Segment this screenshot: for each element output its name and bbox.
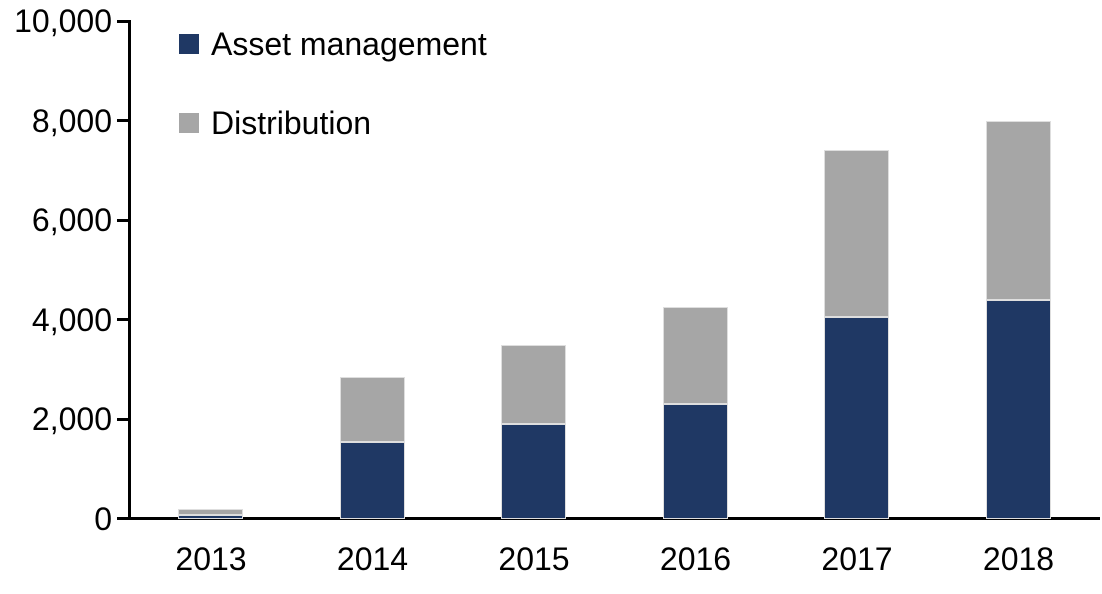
bar-segment-asset-management-2017: [824, 317, 890, 519]
y-axis-label: 4,000: [31, 301, 112, 338]
bar-2018: [985, 120, 1051, 519]
bar-segment-asset-management-2016: [662, 404, 728, 519]
bar-2015: [501, 344, 567, 519]
legend-item-distribution: Distribution: [179, 105, 487, 141]
bar-2013: [178, 509, 244, 519]
y-axis-label: 2,000: [31, 401, 112, 438]
x-axis-label-2016: 2016: [659, 541, 732, 577]
y-axis-label: 0: [94, 501, 112, 537]
bar-segment-asset-management-2018: [985, 299, 1051, 519]
bar-segment-distribution-2013: [178, 509, 244, 515]
bar-segment-asset-management-2013: [178, 515, 244, 519]
bar-2017: [824, 150, 890, 519]
legend-item-asset-management: Asset management: [179, 26, 487, 62]
distribution-swatch-icon: [179, 113, 199, 133]
y-axis-tick: [117, 19, 129, 23]
legend-label: Distribution: [211, 105, 372, 141]
bar-segment-distribution-2018: [985, 120, 1051, 300]
bar-segment-distribution-2015: [501, 344, 567, 425]
y-axis-tick: [117, 417, 129, 421]
x-axis-baseline: [117, 517, 1100, 520]
x-axis-label-2013: 2013: [175, 541, 247, 577]
bar-segment-asset-management-2014: [339, 441, 405, 519]
x-axis-label-2015: 2015: [498, 541, 570, 577]
legend-label: Asset management: [211, 26, 487, 62]
bar-segment-distribution-2014: [339, 377, 405, 442]
x-axis-label-2017: 2017: [821, 541, 893, 577]
y-axis-tick: [117, 318, 129, 322]
y-axis-line: [128, 20, 131, 520]
y-axis-tick: [117, 119, 129, 123]
bar-segment-distribution-2017: [824, 150, 890, 318]
x-axis-label-2018: 2018: [982, 541, 1055, 577]
y-axis-label: 10,000: [14, 3, 112, 39]
y-axis-tick: [117, 218, 129, 222]
bar-2014: [339, 377, 405, 519]
bar-segment-distribution-2016: [662, 307, 728, 405]
x-axis-label-2014: 2014: [336, 541, 409, 577]
bar-2016: [662, 307, 728, 519]
asset-management-swatch-icon: [179, 34, 199, 54]
y-axis-label: 6,000: [31, 202, 112, 239]
chart-legend: Asset management Distribution: [179, 26, 487, 184]
bar-segment-asset-management-2015: [501, 424, 567, 519]
y-axis-label: 8,000: [31, 102, 112, 139]
